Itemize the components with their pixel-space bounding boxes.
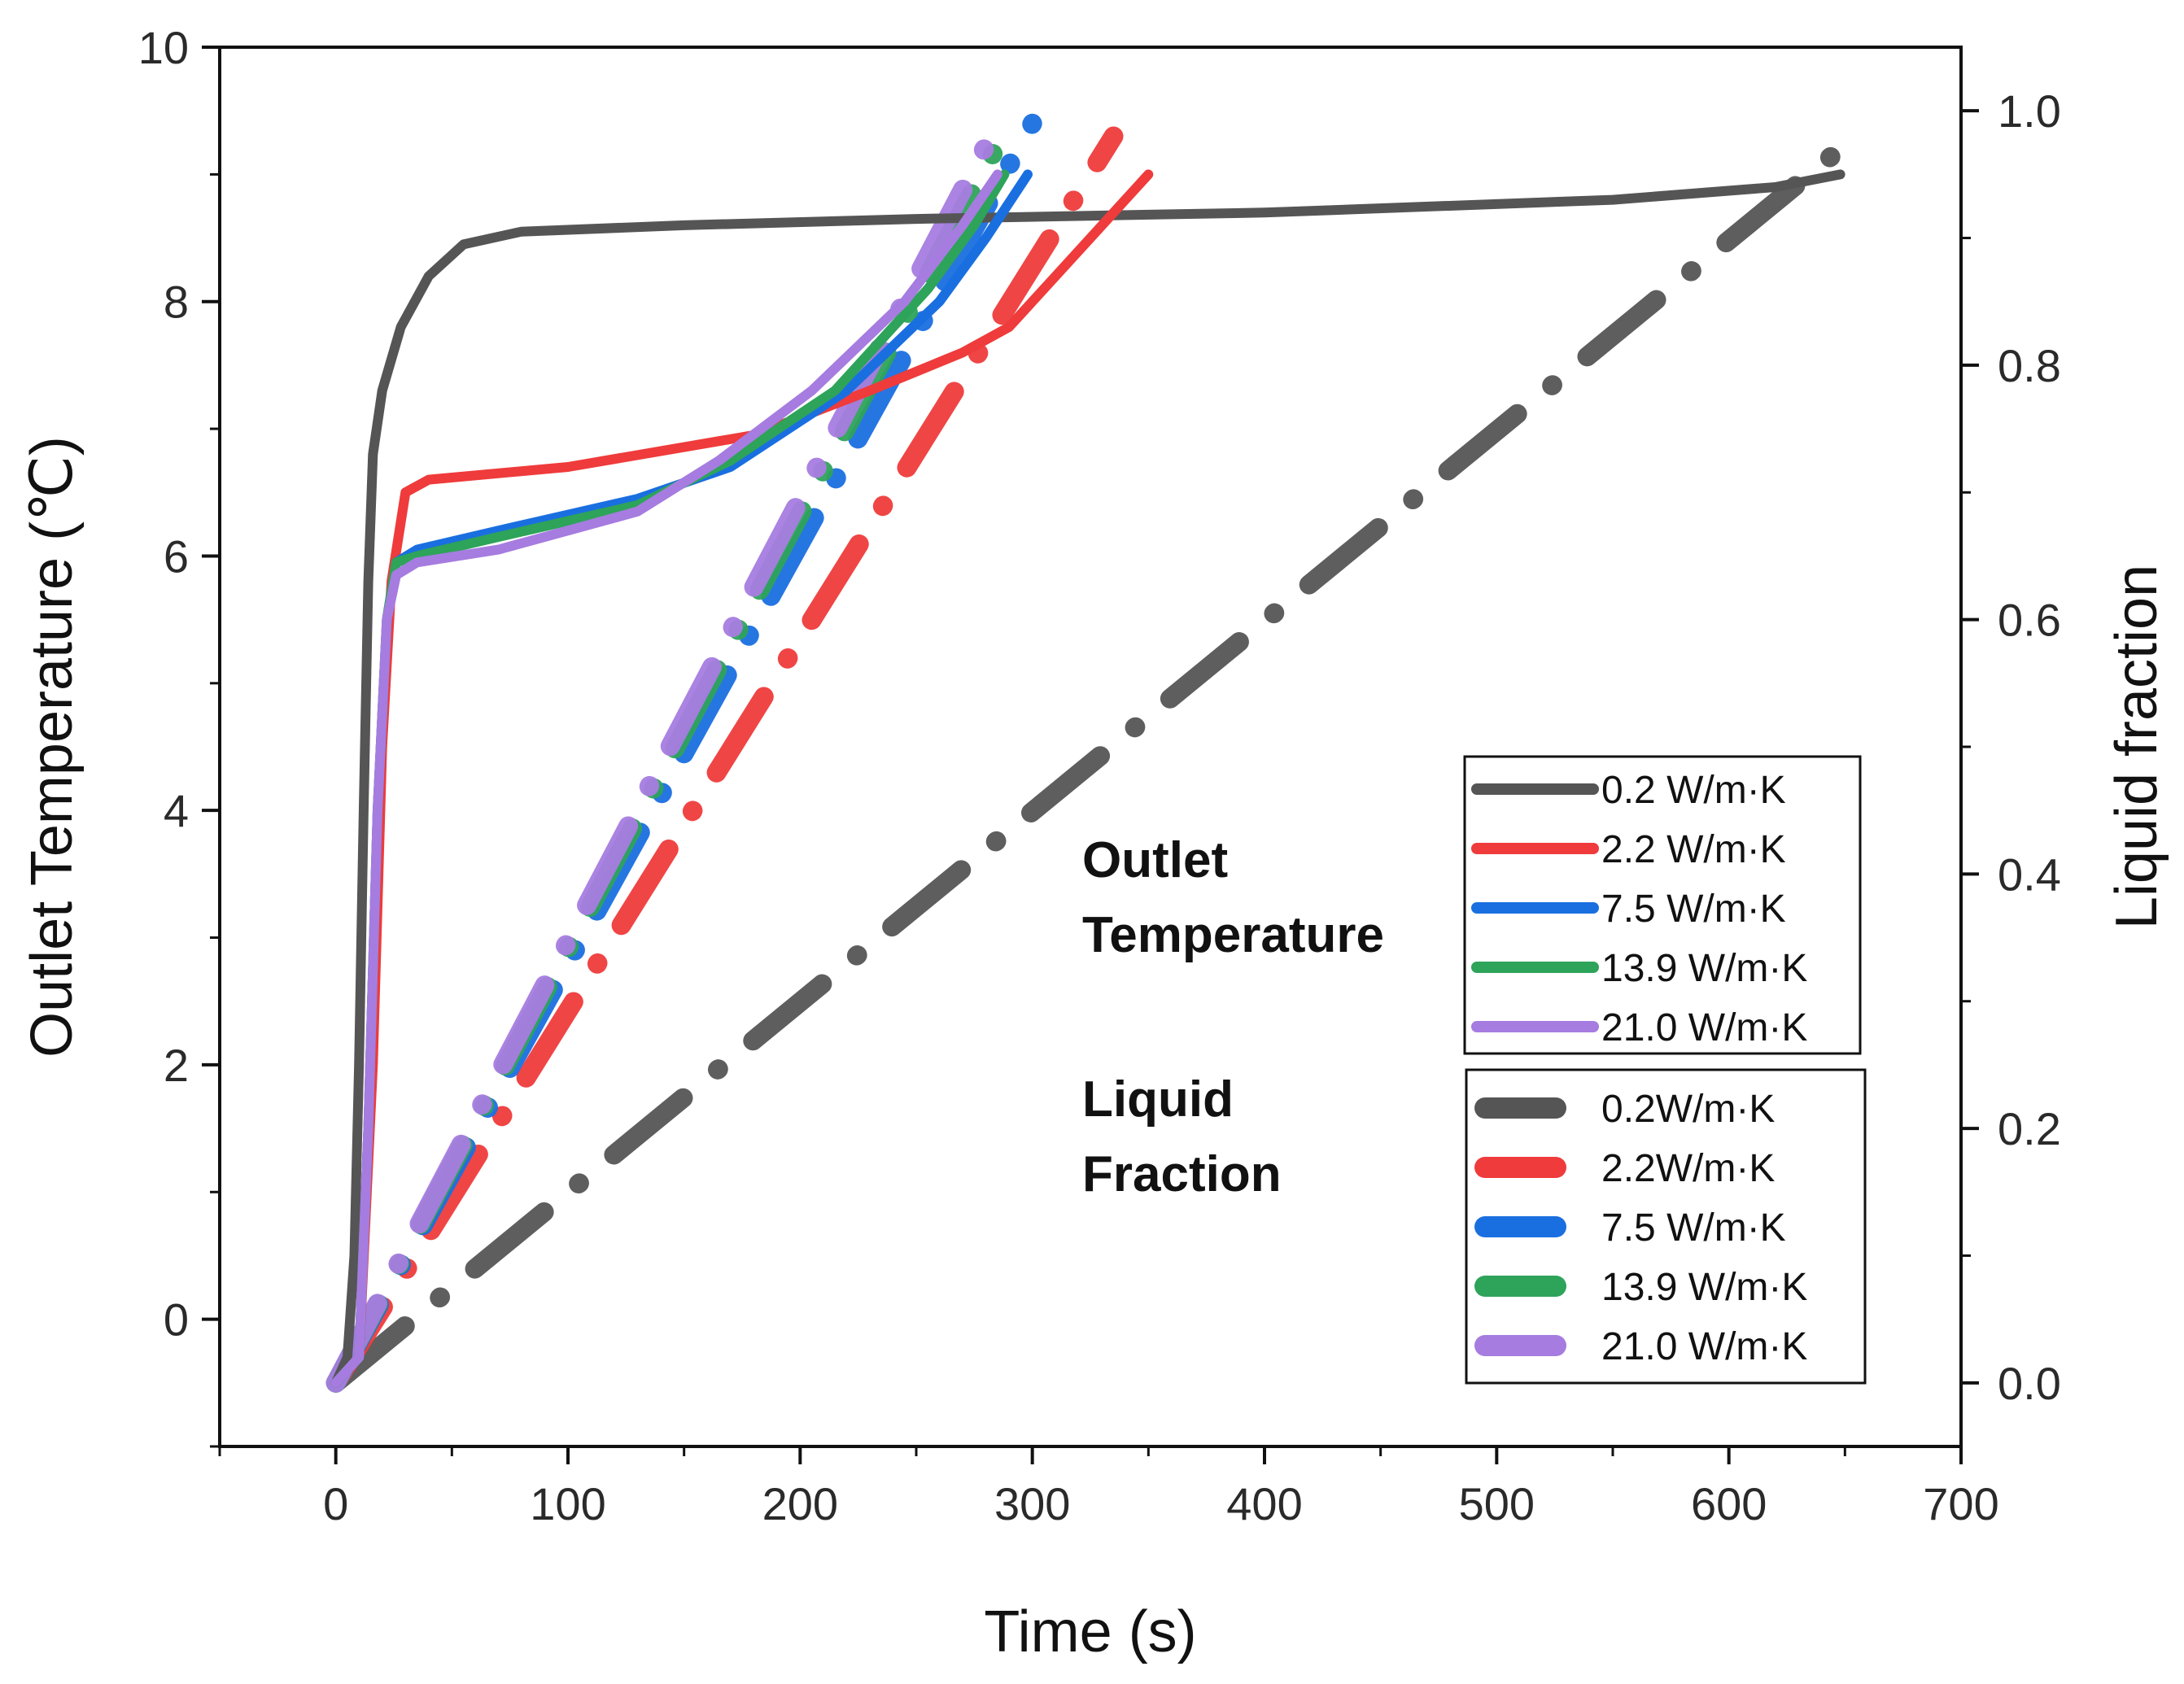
x-tick-label: 200 [762, 1478, 838, 1529]
y-left-tick-label: 2 [164, 1040, 189, 1091]
y-right-tick-label: 0.0 [1998, 1358, 2061, 1409]
legend-temperature-label: 0.2 W/m·K [1601, 769, 1786, 812]
x-axis-title: Time (s) [984, 1599, 1196, 1664]
axes-group: 0 100 200 300 400 500 600 700 0 2 4 6 8 10 0.0 0.2 0.4 0.… [138, 22, 2061, 1529]
y-left-tick-label: 8 [164, 277, 189, 328]
annotation-liquid-line1: Liquid [1082, 1071, 1234, 1128]
y-right-tick-label: 0.2 [1998, 1103, 2061, 1154]
temperature-line-21p0-w-m-k [330, 169, 1002, 1388]
legend-liquid-label: 21.0 W/m·K [1601, 1325, 1807, 1368]
legend-temperature-label: 2.2 W/m·K [1601, 828, 1786, 871]
y-right-tick-label: 1.0 [1998, 85, 2061, 137]
y-left-axis-title: Outlet Temperature (℃) [20, 436, 85, 1058]
temperature-series-group [330, 169, 1845, 1388]
y-left-tick-label: 0 [164, 1294, 189, 1346]
temperature-line-0p2-w-m-k [330, 169, 1845, 1388]
x-tick-label: 600 [1691, 1478, 1767, 1529]
x-tick-label: 100 [530, 1478, 605, 1529]
y-right-tick-label: 0.8 [1998, 340, 2061, 391]
legend-temperature-label: 7.5 W/m·K [1601, 888, 1786, 931]
annotation-outlet-line2: Temperature [1082, 907, 1384, 963]
y-left-tick-label: 4 [164, 785, 189, 836]
x-tick-label: 0 [323, 1478, 348, 1529]
legend-liquid-label: 7.5 W/m·K [1601, 1206, 1786, 1250]
liquid-fraction-series-group [325, 113, 1850, 1393]
legend-group: 0.2 W/m·K 2.2 W/m·K 7.5 W/m·K 13.9 W/m·K 21.… [1471, 769, 1807, 1368]
legend-liquid-label: 13.9 W/m·K [1601, 1266, 1807, 1309]
annotation-liquid-line2: Fraction [1082, 1146, 1282, 1202]
liquid-fraction-line-2p2w-m-k [325, 126, 1124, 1393]
y-left-tick-label: 10 [138, 22, 189, 73]
legend-temperature-label: 21.0 W/m·K [1601, 1006, 1807, 1049]
x-tick-label: 300 [994, 1478, 1070, 1529]
x-tick-label: 700 [1923, 1478, 1998, 1529]
legend-temperature-label: 13.9 W/m·K [1601, 947, 1807, 990]
legend-liquid-label: 0.2W/m·K [1601, 1088, 1775, 1131]
x-tick-label: 400 [1226, 1478, 1302, 1529]
annotation-outlet-line1: Outlet [1082, 832, 1228, 888]
y-right-axis-title: Liquid fraction [2104, 565, 2169, 929]
y-right-tick-label: 0.4 [1998, 849, 2061, 900]
y-right-tick-label: 0.6 [1998, 595, 2061, 646]
liquid-fraction-line-21p0-w-m-k [325, 113, 1007, 1393]
liquid-fraction-line-0p2w-m-k [325, 139, 1850, 1393]
y-left-tick-label: 6 [164, 530, 189, 582]
x-tick-label: 500 [1459, 1478, 1535, 1529]
legend-liquid-label: 2.2W/m·K [1601, 1147, 1775, 1190]
